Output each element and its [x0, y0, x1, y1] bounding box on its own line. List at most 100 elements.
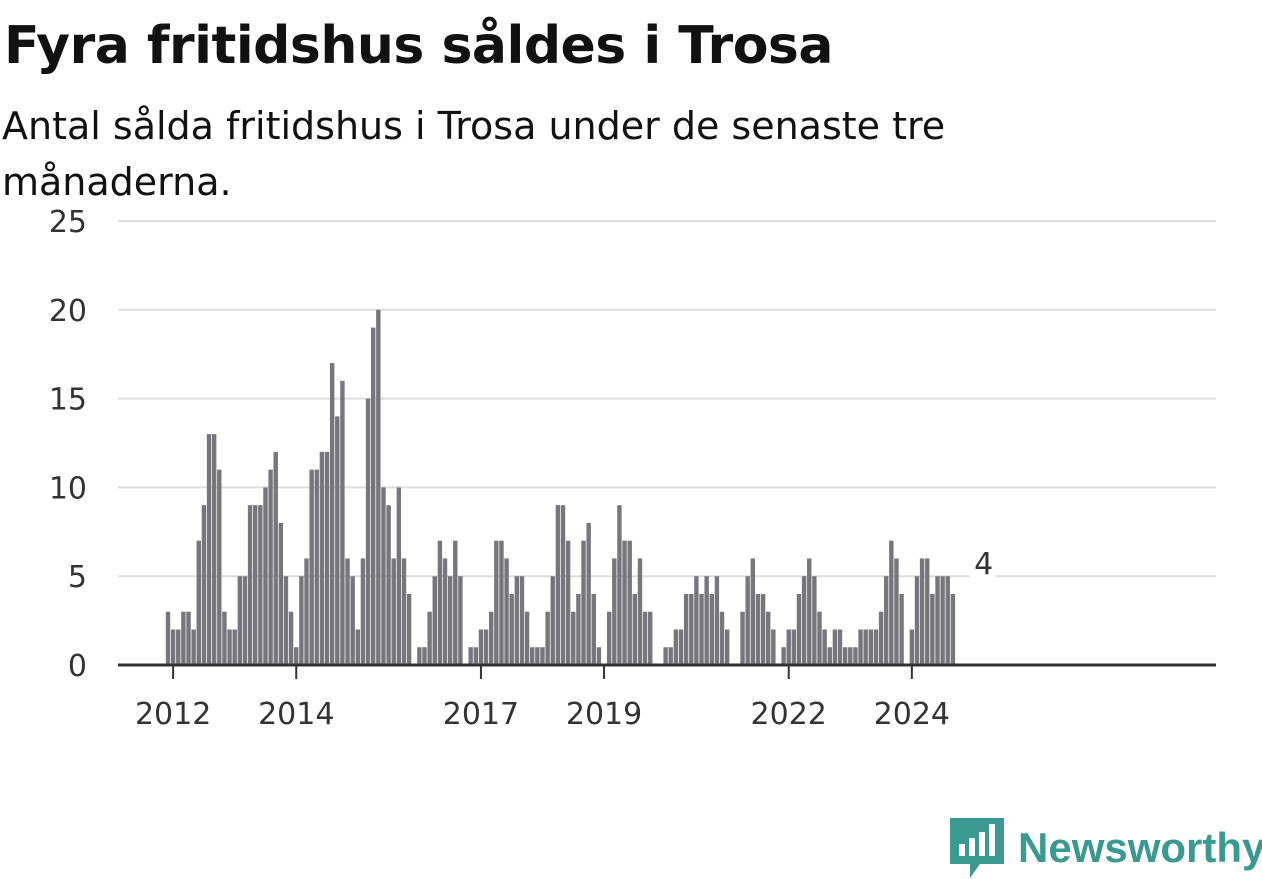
bar [791, 629, 797, 665]
x-tick-label: 2019 [566, 697, 642, 732]
bar [304, 558, 309, 665]
bar [360, 558, 366, 665]
bar [170, 629, 176, 665]
bar [237, 576, 243, 665]
bar [914, 576, 920, 665]
bar [740, 611, 745, 665]
bar [406, 593, 412, 665]
highlight-label-bg [969, 543, 996, 580]
bar [596, 647, 602, 665]
bar [945, 576, 950, 665]
bar [868, 629, 874, 665]
bar [560, 505, 566, 665]
bars [165, 309, 956, 665]
bar [478, 629, 484, 665]
bar [832, 629, 838, 665]
bar [930, 593, 935, 665]
bar [335, 416, 340, 665]
bar [355, 629, 361, 665]
bar [499, 540, 504, 665]
x-tick-label: 2014 [258, 697, 334, 732]
bar [242, 576, 248, 665]
brand-logo: Newsworthy [950, 818, 1262, 878]
bar [755, 593, 761, 665]
highlight-value-label: 4 [974, 547, 993, 582]
bar [278, 522, 284, 665]
bar [427, 611, 432, 665]
bar [376, 309, 381, 665]
bar [483, 629, 489, 665]
bar [586, 522, 591, 665]
x-tick-label: 2017 [443, 697, 519, 732]
bar [673, 629, 679, 665]
bar [899, 593, 904, 665]
bar [842, 647, 848, 665]
bar [581, 540, 586, 665]
bar [622, 540, 627, 665]
bar [555, 505, 561, 665]
brand-name: Newsworthy [1018, 824, 1262, 871]
bar [350, 576, 355, 665]
bar [750, 558, 756, 665]
bar [760, 593, 766, 665]
bar [606, 611, 612, 665]
gridlines [118, 220, 1216, 578]
y-tick-label: 10 [49, 471, 87, 506]
bar [468, 647, 473, 665]
bar [714, 576, 720, 665]
bar [683, 593, 689, 665]
x-tick-label: 2024 [874, 697, 950, 732]
bar [719, 611, 725, 665]
bar [458, 576, 463, 665]
bar [571, 611, 576, 665]
bar [766, 611, 771, 665]
bar [873, 629, 879, 665]
bar [509, 593, 514, 665]
bar [191, 629, 196, 665]
bar [371, 327, 376, 665]
bar [442, 558, 448, 665]
bar [247, 505, 253, 665]
bar [176, 629, 181, 665]
bar [227, 629, 232, 665]
bar [878, 611, 884, 665]
bar [642, 611, 648, 665]
bar [925, 558, 930, 665]
bar [222, 611, 227, 665]
bar [324, 451, 330, 665]
bar [853, 647, 858, 665]
bar [699, 593, 704, 665]
bar [704, 576, 709, 665]
x-tick-label: 2022 [751, 697, 827, 732]
bar [637, 558, 643, 665]
bar [329, 363, 335, 665]
bar [263, 487, 268, 665]
bar [540, 647, 545, 665]
bar [709, 593, 714, 665]
bar [196, 540, 201, 665]
bar [340, 380, 345, 665]
bar [345, 558, 350, 665]
bar [473, 647, 478, 665]
bar [663, 647, 668, 665]
bar [206, 434, 212, 665]
bar [391, 558, 396, 665]
y-tick-label: 15 [49, 383, 87, 418]
bar [386, 505, 391, 665]
bar [935, 576, 940, 665]
bar [801, 576, 807, 665]
bar [494, 540, 499, 665]
chart-title: Fyra fritidshus såldes i Trosa [4, 16, 833, 76]
bar [822, 629, 827, 665]
bar [488, 611, 494, 665]
bar [858, 629, 863, 665]
bar [201, 505, 207, 665]
bar [565, 540, 571, 665]
bar [745, 576, 750, 665]
bar [817, 611, 822, 665]
bar [781, 647, 786, 665]
bar [165, 611, 171, 665]
bar [894, 558, 899, 665]
bar [909, 629, 915, 665]
